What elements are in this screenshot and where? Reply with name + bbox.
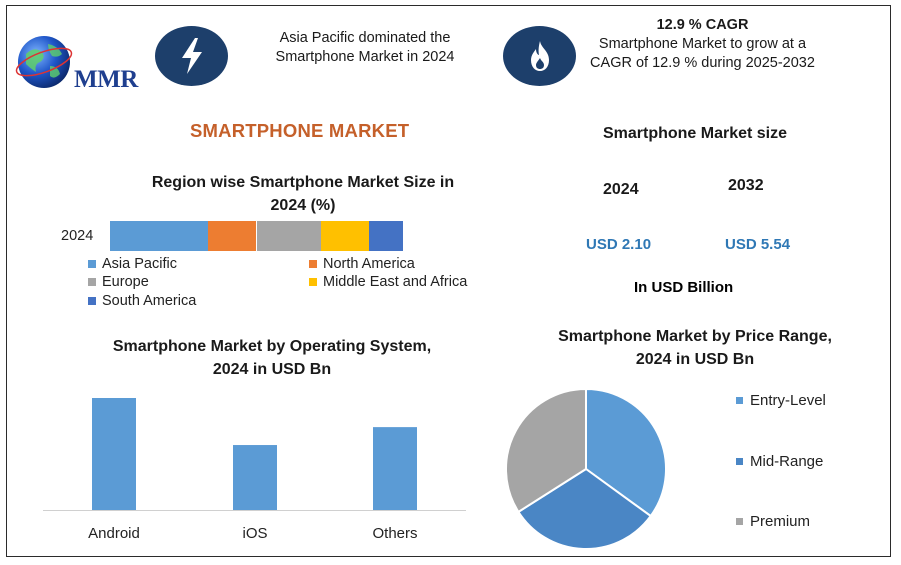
legend-label-asia-pacific: Asia Pacific bbox=[102, 256, 177, 272]
pie-legend-label-premium: Premium bbox=[750, 513, 811, 530]
legend-label-mea: Middle East and Africa bbox=[323, 274, 468, 290]
legend-label-europe: Europe bbox=[102, 274, 149, 290]
pie-legend-label-entry-level: Entry-Level bbox=[750, 392, 826, 409]
stack-segment-north-america bbox=[208, 221, 257, 251]
market-size-title: Smartphone Market size bbox=[602, 125, 788, 142]
legend-label-north-america: North America bbox=[323, 256, 415, 272]
logo: MMR bbox=[14, 30, 154, 100]
pie-legend-label-mid-range: Mid-Range bbox=[750, 453, 824, 470]
region-stacked-bar bbox=[110, 221, 403, 251]
main-title: SMARTPHONE MARKET bbox=[190, 120, 410, 141]
legend-swatch-asia-pacific bbox=[88, 260, 96, 268]
market-size-year-1: 2024 bbox=[603, 181, 639, 198]
pie-legend-swatch-mid-range bbox=[736, 458, 743, 465]
pie-slice-mid-range bbox=[517, 467, 653, 550]
stack-segment-mea bbox=[320, 221, 370, 251]
header-left-line-2: Smartphone Market in 2024 bbox=[275, 49, 455, 65]
stack-segment-south-america bbox=[369, 221, 403, 251]
cagr-title: 12.9 % CAGR bbox=[656, 17, 749, 33]
os-bar-label-android: Android bbox=[88, 525, 140, 542]
legend-swatch-north-america bbox=[309, 260, 317, 268]
os-bar-chart: Android iOS Others bbox=[43, 398, 466, 542]
region-chart-title-line-1: Region wise Smartphone Market Size in bbox=[151, 174, 455, 191]
legend-swatch-south-america bbox=[88, 297, 96, 305]
globe-icon bbox=[15, 36, 73, 88]
legend-swatch-europe bbox=[88, 278, 96, 286]
lightning-bolt-icon bbox=[155, 26, 228, 86]
os-chart-title-line-2: 2024 in USD Bn bbox=[212, 361, 332, 378]
price-chart-title-line-1: Smartphone Market by Price Range, bbox=[558, 328, 832, 345]
flame-icon bbox=[503, 26, 576, 86]
legend-swatch-mea bbox=[309, 278, 317, 286]
stack-segment-europe bbox=[256, 221, 321, 251]
cagr-line-1: Smartphone Market to grow at a bbox=[598, 36, 807, 52]
os-chart-title-line-1: Smartphone Market by Operating System, bbox=[112, 338, 432, 355]
pie-legend-swatch-entry-level bbox=[736, 397, 743, 404]
region-chart-title: Region wise Smartphone Market Size in 20… bbox=[118, 171, 488, 217]
price-pie-chart bbox=[505, 387, 667, 550]
pie-legend-mid-range: Mid-Range bbox=[736, 453, 823, 470]
header-left-text: Asia Pacific dominated the Smartphone Ma… bbox=[250, 29, 480, 67]
region-chart-title-line-2: 2024 (%) bbox=[270, 197, 336, 214]
cagr-line-2: CAGR of 12.9 % during 2025-2032 bbox=[590, 55, 815, 71]
market-size-value-2: USD 5.54 bbox=[725, 236, 791, 253]
os-chart-title: Smartphone Market by Operating System, 2… bbox=[82, 335, 462, 381]
header-left-line-1: Asia Pacific dominated the bbox=[279, 30, 451, 46]
infographic-frame bbox=[6, 5, 891, 557]
os-bar-label-ios: iOS bbox=[242, 525, 267, 542]
pie-legend-entry-level: Entry-Level bbox=[736, 392, 826, 409]
os-bar-label-others: Others bbox=[372, 525, 417, 542]
header-right-text: 12.9 % CAGR Smartphone Market to grow at… bbox=[580, 16, 825, 73]
pie-slice-premium bbox=[505, 387, 587, 514]
market-size-year-2: 2032 bbox=[728, 177, 764, 194]
legend-asia-pacific: Asia Pacific bbox=[88, 256, 177, 272]
market-size-unit: In USD Billion bbox=[634, 279, 734, 296]
pie-legend-swatch-premium bbox=[736, 518, 743, 525]
os-bar-ios bbox=[233, 445, 277, 510]
price-chart-title-line-2: 2024 in USD Bn bbox=[635, 351, 755, 368]
legend-south-america: South America bbox=[88, 293, 196, 309]
legend-label-south-america: South America bbox=[102, 293, 197, 309]
legend-mea: Middle East and Africa bbox=[309, 274, 467, 290]
region-category-label: 2024 bbox=[61, 228, 94, 244]
logo-text: MMR bbox=[74, 66, 138, 93]
legend-north-america: North America bbox=[309, 256, 415, 272]
stack-segment-asia-pacific bbox=[110, 221, 209, 251]
pie-legend-premium: Premium bbox=[736, 513, 810, 530]
os-bar-others bbox=[373, 427, 417, 510]
price-chart-title: Smartphone Market by Price Range, 2024 i… bbox=[535, 325, 855, 371]
market-size-value-1: USD 2.10 bbox=[586, 236, 652, 253]
legend-europe: Europe bbox=[88, 274, 149, 290]
pie-slice-entry-level bbox=[585, 387, 667, 518]
os-bar-android bbox=[92, 398, 136, 510]
